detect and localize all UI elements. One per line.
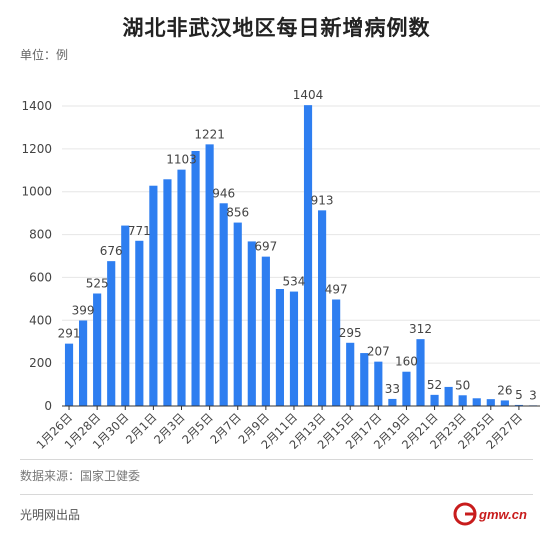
gmw-logo: gmw.cn bbox=[453, 502, 527, 526]
bar bbox=[318, 210, 327, 406]
data-label: 913 bbox=[311, 193, 334, 207]
bar bbox=[107, 261, 116, 406]
data-label: 5 bbox=[515, 388, 523, 402]
bar bbox=[360, 353, 369, 406]
bar bbox=[191, 151, 200, 406]
y-tick-label: 1200 bbox=[21, 142, 52, 156]
bar bbox=[430, 394, 439, 406]
data-labels: 2913995256767711103122194685669753414049… bbox=[58, 88, 537, 402]
y-tick-label: 0 bbox=[44, 399, 52, 413]
y-tick-label: 400 bbox=[29, 313, 52, 327]
x-tick-label: 2月1日 bbox=[123, 410, 160, 447]
bar bbox=[332, 299, 341, 406]
data-label: 207 bbox=[367, 345, 390, 359]
bar bbox=[121, 225, 130, 406]
data-label: 52 bbox=[427, 378, 442, 392]
bar bbox=[416, 339, 425, 406]
y-axis-ticks: 0 200 400 600 800 1000 1200 1400 bbox=[21, 99, 52, 413]
bar bbox=[233, 222, 242, 406]
data-label: 291 bbox=[58, 327, 81, 341]
unit-label: 单位：例 bbox=[20, 48, 69, 62]
data-label: 697 bbox=[254, 240, 277, 254]
data-label: 1103 bbox=[166, 153, 197, 167]
y-tick-label: 800 bbox=[29, 228, 52, 242]
bar bbox=[149, 185, 158, 406]
data-label: 399 bbox=[72, 304, 95, 318]
x-axis-ticks: 1月26日1月28日1月30日2月1日2月3日2月5日2月7日2月9日2月11日… bbox=[33, 406, 525, 452]
data-label: 3 bbox=[529, 388, 537, 402]
data-label: 26 bbox=[497, 383, 512, 397]
data-label: 946 bbox=[212, 186, 235, 200]
data-label: 771 bbox=[128, 224, 151, 238]
bar bbox=[163, 179, 172, 406]
data-label: 160 bbox=[395, 355, 418, 369]
bar bbox=[458, 395, 467, 406]
data-label: 856 bbox=[226, 206, 249, 220]
bar bbox=[374, 361, 383, 406]
bar bbox=[289, 291, 299, 406]
y-tick-label: 600 bbox=[29, 270, 52, 284]
data-label: 50 bbox=[455, 378, 470, 392]
bar bbox=[177, 169, 186, 406]
y-tick-label: 200 bbox=[29, 356, 52, 370]
source-divider bbox=[20, 459, 533, 460]
y-tick-label: 1400 bbox=[21, 99, 52, 113]
bar bbox=[261, 256, 270, 406]
gridlines bbox=[62, 105, 540, 364]
data-label: 525 bbox=[86, 277, 109, 291]
bar bbox=[303, 105, 313, 407]
bar bbox=[486, 399, 495, 406]
bar bbox=[205, 144, 214, 406]
data-label: 497 bbox=[325, 283, 348, 297]
logo-text: gmw.cn bbox=[478, 507, 527, 522]
x-tick-label: 2月7日 bbox=[207, 410, 244, 447]
source-note: 数据来源：国家卫健委 bbox=[20, 469, 141, 483]
bar bbox=[388, 398, 397, 406]
x-tick-label: 2月5日 bbox=[179, 410, 216, 447]
bar bbox=[135, 240, 144, 406]
bar bbox=[219, 203, 228, 406]
y-tick-label: 1000 bbox=[21, 185, 52, 199]
data-label: 676 bbox=[100, 244, 123, 258]
bar bbox=[472, 398, 481, 406]
bar bbox=[275, 289, 284, 406]
bar bbox=[93, 293, 102, 406]
credit-note: 光明网出品 bbox=[20, 508, 81, 522]
data-label: 534 bbox=[283, 275, 306, 289]
credit-divider bbox=[20, 494, 533, 495]
bars bbox=[64, 105, 538, 407]
bar bbox=[444, 386, 453, 406]
x-tick-label: 2月3日 bbox=[151, 410, 188, 447]
bar bbox=[79, 320, 88, 406]
data-label: 295 bbox=[339, 326, 362, 340]
chart-title: 湖北非武汉地区每日新增病例数 bbox=[122, 16, 431, 40]
bar bbox=[514, 404, 523, 406]
data-label: 1221 bbox=[194, 127, 225, 141]
bar bbox=[500, 400, 509, 406]
data-label: 312 bbox=[409, 322, 432, 336]
bar bbox=[247, 241, 256, 406]
data-label: 33 bbox=[385, 382, 400, 396]
data-label: 1404 bbox=[293, 88, 324, 102]
bar bbox=[402, 371, 411, 406]
bar bbox=[64, 343, 74, 406]
bar bbox=[346, 342, 355, 406]
